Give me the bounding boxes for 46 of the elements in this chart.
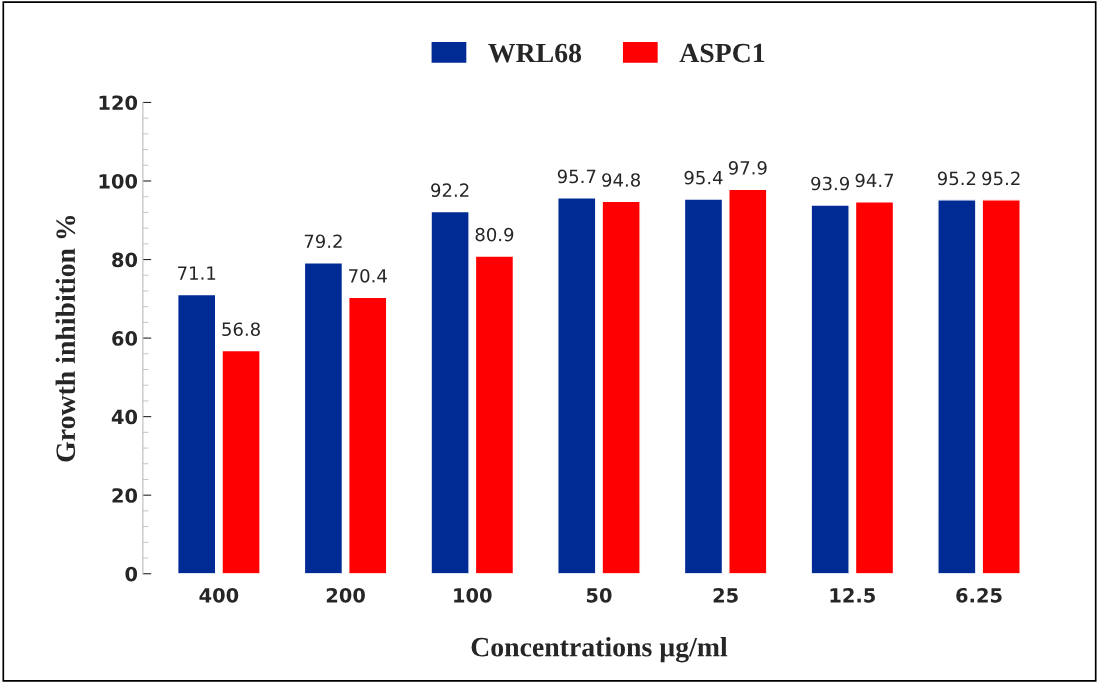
legend-label: WRL68	[488, 43, 582, 63]
y-tick-label: 120	[99, 95, 138, 111]
bar	[348, 296, 388, 574]
y-tick-label: 80	[112, 252, 138, 268]
bar	[474, 255, 515, 574]
bar	[177, 293, 217, 574]
y-tick-label: 20	[112, 488, 138, 503]
y-tick-label: 60	[112, 331, 138, 346]
x-tick-label: 100	[454, 587, 492, 603]
data-label: 94.7	[855, 173, 894, 188]
x-tick-label: 12.5	[830, 587, 875, 603]
y-axis-title: Growth inhibition %	[55, 215, 76, 462]
bar	[981, 199, 1021, 574]
data-label: 94.8	[602, 173, 640, 187]
y-tick-label: 40	[111, 409, 138, 425]
data-label: 56.8	[222, 322, 260, 337]
bar	[221, 349, 261, 574]
data-label: 92.2	[431, 183, 469, 198]
legend-label: ASPC1	[679, 43, 765, 63]
data-label: 70.4	[349, 268, 387, 283]
x-axis-title: Concentrations µg/ml	[471, 636, 728, 663]
data-label: 71.1	[178, 266, 216, 280]
bar	[601, 200, 641, 574]
data-label: 93.9	[811, 176, 849, 191]
data-label: 80.9	[475, 227, 514, 242]
data-label: 97.9	[728, 160, 767, 175]
data-label: 95.4	[684, 170, 723, 185]
bar	[303, 261, 344, 574]
x-tick-label: 50	[586, 587, 612, 603]
bar	[683, 198, 724, 574]
bar	[937, 199, 977, 574]
y-tick-label: 0	[125, 566, 138, 582]
bar	[810, 204, 850, 574]
y-tick-label: 100	[99, 173, 138, 189]
x-tick-label: 400	[199, 587, 239, 603]
data-label: 79.2	[304, 234, 342, 249]
data-label: 95.7	[557, 169, 596, 184]
bar	[430, 210, 470, 574]
bar	[728, 188, 768, 574]
data-label: 95.2	[937, 171, 976, 186]
x-tick-label: 6.25	[956, 587, 1002, 603]
x-tick-label: 200	[326, 587, 365, 603]
x-tick-label: 25	[713, 587, 738, 603]
data-label: 95.2	[982, 171, 1020, 186]
bar	[557, 197, 597, 574]
bar	[854, 201, 895, 574]
